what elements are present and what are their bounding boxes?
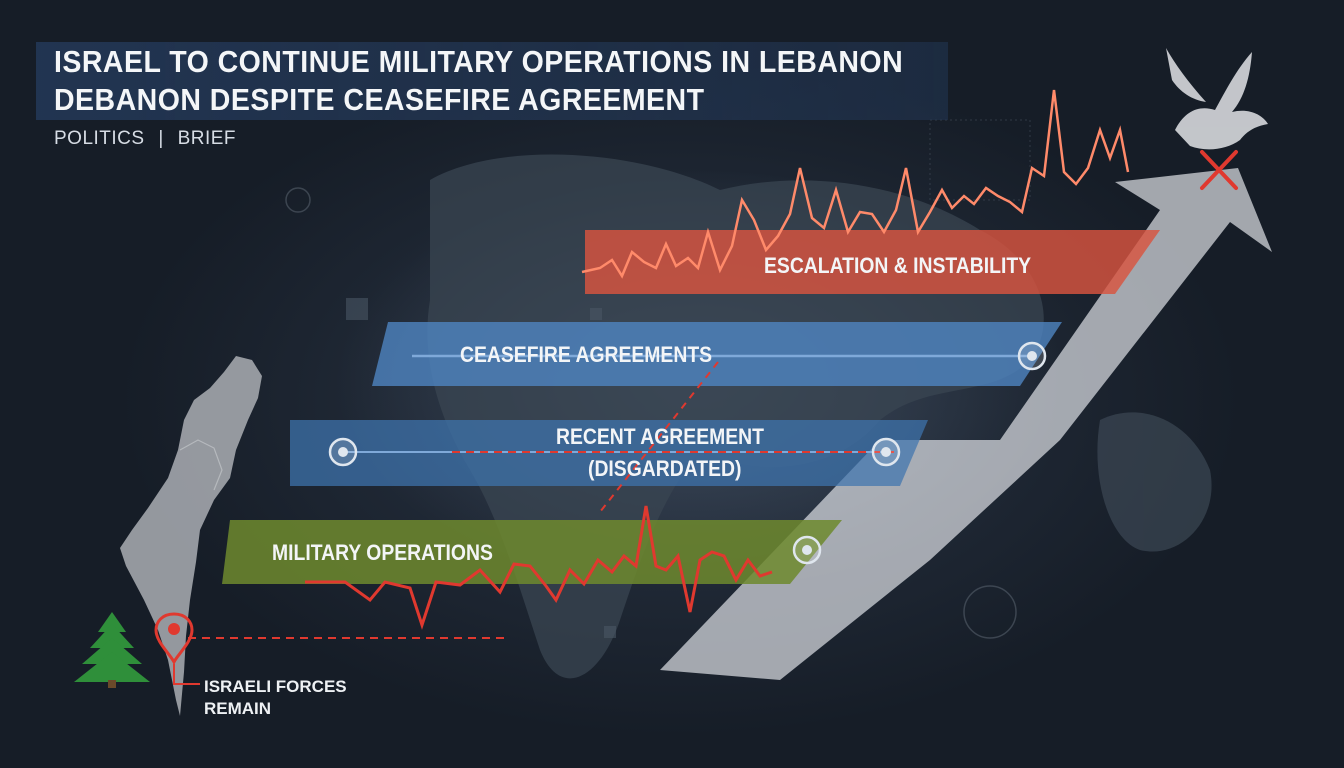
dove-icon <box>1166 48 1268 150</box>
location-pin-icon <box>154 612 194 666</box>
headline-line-1: ISRAEL TO CONTINUE MILITARY OPERATIONS I… <box>54 44 904 79</box>
recent-agreement-label: RECENT AGREEMENT <box>556 424 764 449</box>
israeli-forces-line-2: REMAIN <box>204 699 272 718</box>
category-tag: POLITICS | BRIEF <box>54 128 236 150</box>
ceasefire-label: CEASEFIRE AGREEMENTS <box>460 342 713 367</box>
cedar-tree-icon <box>74 612 150 688</box>
israeli-forces-line-1: ISRAELI FORCES <box>204 677 347 696</box>
diagonal-dashed-line <box>599 361 719 513</box>
military-band <box>222 520 842 584</box>
title-banner <box>36 42 948 120</box>
escalation-line <box>581 89 1130 279</box>
headline-line-2: DEBANON DESPITE CEASEFIRE AGREEMENT <box>54 82 705 117</box>
category-separator: | <box>158 128 164 149</box>
israeli-forces-label: ISRAELI FORCES REMAIN <box>204 676 347 720</box>
israel-map-shape <box>120 356 262 716</box>
military-label: MILITARY OPERATIONS <box>272 540 493 565</box>
category-label: POLITICS <box>54 128 145 149</box>
category-type: BRIEF <box>177 128 237 149</box>
escalation-label: ESCALATION & INSTABILITY <box>764 253 1032 278</box>
recent-agreement-status: (DISGARDATED) <box>588 456 742 481</box>
ceasefire-band <box>372 322 1062 386</box>
military-line <box>305 505 773 630</box>
escalation-band <box>585 230 1160 294</box>
cross-mark-icon <box>1200 150 1238 190</box>
forces-connector <box>173 664 200 685</box>
